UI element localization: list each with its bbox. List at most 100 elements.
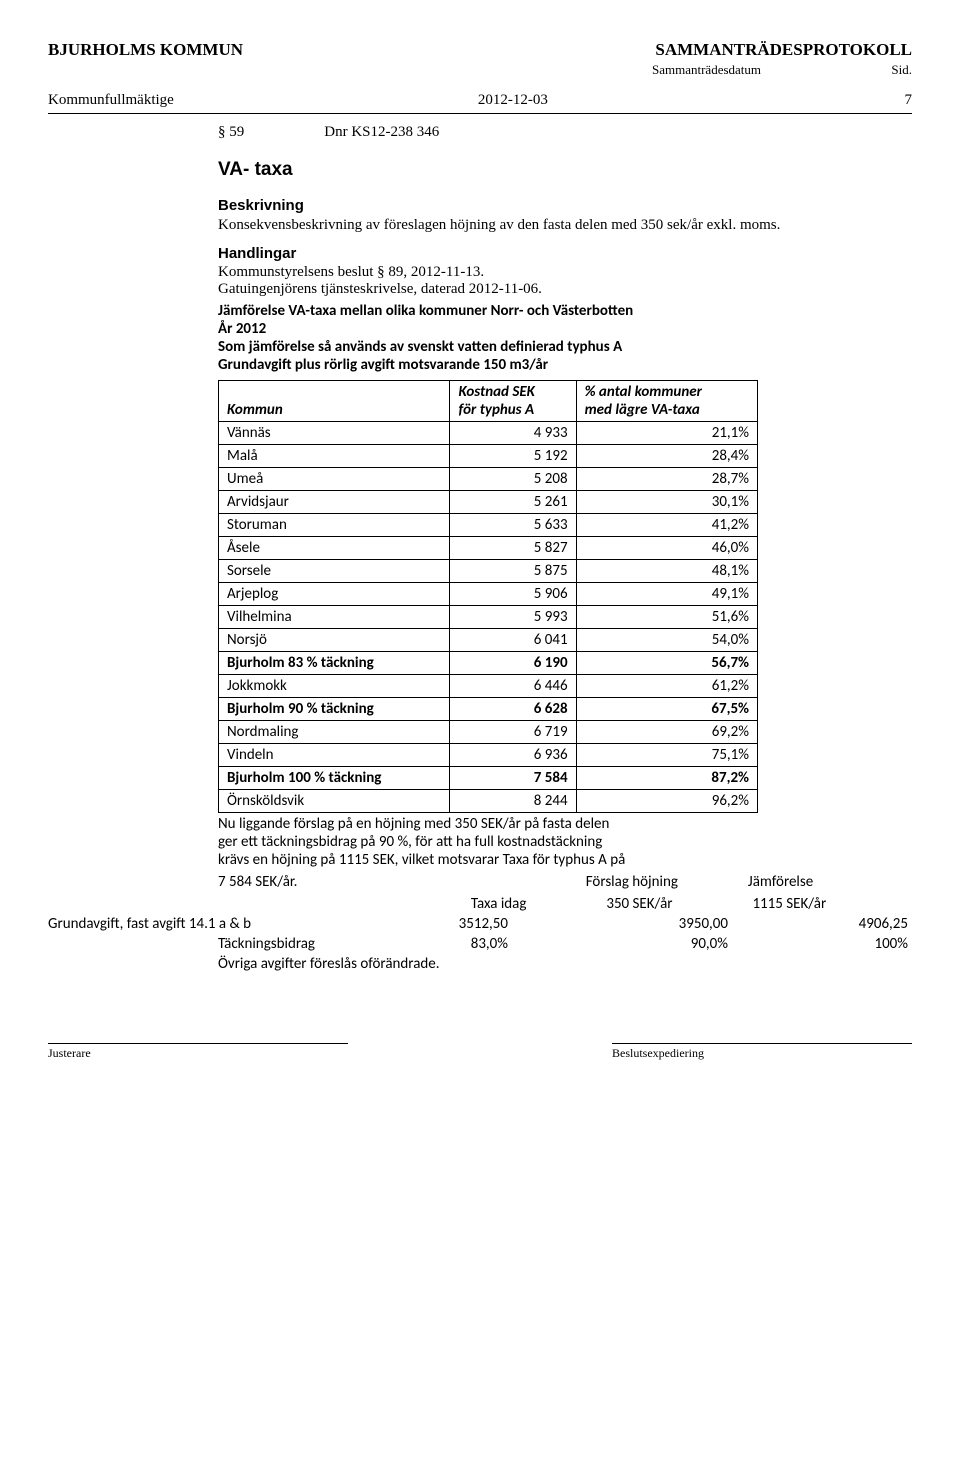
after-l4c: Jämförelse (748, 873, 912, 891)
table-row: Vindeln6 93675,1% (219, 743, 758, 766)
after-l4a: 7 584 SEK/år. (218, 873, 536, 891)
cell-kostnad: 5 906 (450, 582, 576, 605)
cell-kommun: Bjurholm 100 % täckning (219, 766, 450, 789)
page-header: BJURHOLMS KOMMUN SAMMANTRÄDESPROTOKOLL (48, 40, 912, 60)
cell-percent: 56,7% (576, 651, 757, 674)
cell-kommun: Jokkmokk (219, 674, 450, 697)
table-row: Norsjö6 04154,0% (219, 628, 758, 651)
cell-percent: 87,2% (576, 766, 757, 789)
cell-percent: 48,1% (576, 559, 757, 582)
compare-h1: Jämförelse VA-taxa mellan olika kommuner… (218, 302, 912, 320)
cell-kostnad: 5 261 (450, 490, 576, 513)
cell-kostnad: 7 584 (450, 766, 576, 789)
table-row: Bjurholm 83 % täckning6 19056,7% (219, 651, 758, 674)
cell-percent: 67,5% (576, 697, 757, 720)
cell-kommun: Norsjö (219, 628, 450, 651)
cell-percent: 49,1% (576, 582, 757, 605)
cell-kommun: Vilhelmina (219, 605, 450, 628)
after-l2: ger ett täckningsbidrag på 90 %, för att… (218, 833, 912, 851)
after-l5b: 350 SEK/år (546, 895, 752, 913)
page-number: 7 (852, 92, 912, 109)
table-row: Örnsköldsvik8 24496,2% (219, 789, 758, 812)
tackningsbidrag-row: Täckningsbidrag 83,0% 90,0% 100% (218, 935, 912, 953)
cell-percent: 46,0% (576, 536, 757, 559)
proposal-header-row: 7 584 SEK/år. Förslag höjning Jämförelse (218, 873, 912, 891)
table-row: Arjeplog5 90649,1% (219, 582, 758, 605)
header-sub-mid: Sammanträdesdatum (652, 62, 852, 78)
cell-percent: 30,1% (576, 490, 757, 513)
compare-h3: Som jämförelse så används av svenskt vat… (218, 338, 912, 356)
table-row: Umeå5 20828,7% (219, 467, 758, 490)
cell-kommun: Nordmaling (219, 720, 450, 743)
cell-percent: 41,2% (576, 513, 757, 536)
cell-kostnad: 5 993 (450, 605, 576, 628)
table-row: Nordmaling6 71969,2% (219, 720, 758, 743)
table-row: Vilhelmina5 99351,6% (219, 605, 758, 628)
after-l5c: 1115 SEK/år (752, 895, 912, 913)
table-row: Åsele5 82746,0% (219, 536, 758, 559)
table-row: Malå5 19228,4% (219, 444, 758, 467)
table-row: Sorsele5 87548,1% (219, 559, 758, 582)
table-row: Arvidsjaur5 26130,1% (219, 490, 758, 513)
grundavgift-row: Grundavgift, fast avgift 14.1 a & b 3512… (48, 915, 912, 933)
grund-v1: 3512,50 (328, 915, 548, 933)
cell-percent: 61,2% (576, 674, 757, 697)
cell-kostnad: 4 933 (450, 421, 576, 444)
table-row: Storuman5 63341,2% (219, 513, 758, 536)
dnr-row: § 59 Dnr KS12-238 346 (218, 124, 912, 141)
cell-kommun: Vindeln (219, 743, 450, 766)
cell-kommun: Vännäs (219, 421, 450, 444)
after-l5a: Taxa idag (405, 895, 546, 913)
cell-percent: 28,4% (576, 444, 757, 467)
cell-percent: 54,0% (576, 628, 757, 651)
after-l1: Nu liggande förslag på en höjning med 35… (218, 815, 912, 833)
handlingar-line2: Gatuingenjörens tjänsteskrivelse, datera… (218, 281, 912, 298)
col-percent: % antal kommuner med lägre VA-taxa (576, 380, 757, 421)
beskrivning-text: Konsekvensbeskrivning av föreslagen höjn… (218, 216, 912, 235)
handlingar-head: Handlingar (218, 245, 912, 262)
beskrivning-head: Beskrivning (218, 197, 912, 214)
cell-kommun: Arjeplog (219, 582, 450, 605)
header-sub-left (48, 62, 652, 78)
cell-kommun: Sorsele (219, 559, 450, 582)
grund-v3: 4906,25 (768, 915, 908, 933)
cell-kommun: Åsele (219, 536, 450, 559)
tack-label: Täckningsbidrag (218, 935, 328, 953)
cell-kommun: Örnsköldsvik (219, 789, 450, 812)
tack-v2: 90,0% (548, 935, 768, 953)
cell-percent: 96,2% (576, 789, 757, 812)
doc-type: SAMMANTRÄDESPROTOKOLL (655, 40, 912, 60)
header-sub-right: Sid. (852, 62, 912, 78)
handlingar-line1: Kommunstyrelsens beslut § 89, 2012-11-13… (218, 264, 912, 281)
meeting-body: Kommunfullmäktige (48, 92, 174, 109)
cell-percent: 51,6% (576, 605, 757, 628)
after-l4b: Förslag höjning (536, 873, 748, 891)
grund-label: Grundavgift, fast avgift 14.1 a & b (48, 915, 328, 933)
page-header-sub: Sammanträdesdatum Sid. (48, 62, 912, 78)
page-footer: Justerare Beslutsexpediering (48, 1043, 912, 1061)
table-row: Vännäs4 93321,1% (219, 421, 758, 444)
col-kommun: Kommun (219, 380, 450, 421)
table-row: Bjurholm 90 % täckning6 62867,5% (219, 697, 758, 720)
ovriga-text: Övriga avgifter föreslås oförändrade. (218, 955, 912, 973)
cell-percent: 21,1% (576, 421, 757, 444)
cell-kostnad: 6 936 (450, 743, 576, 766)
section-number: § 59 (218, 124, 244, 141)
justerare-label: Justerare (48, 1043, 348, 1061)
grund-v2: 3950,00 (548, 915, 768, 933)
table-row: Bjurholm 100 % täckning7 58487,2% (219, 766, 758, 789)
beslutsexpediering-label: Beslutsexpediering (612, 1043, 912, 1061)
cell-kostnad: 6 628 (450, 697, 576, 720)
cell-kostnad: 6 190 (450, 651, 576, 674)
cell-kommun: Umeå (219, 467, 450, 490)
tack-v3: 100% (768, 935, 908, 953)
meta-row: Kommunfullmäktige 2012-12-03 7 (48, 92, 912, 114)
cell-percent: 28,7% (576, 467, 757, 490)
compare-h2: År 2012 (218, 320, 912, 338)
cell-percent: 69,2% (576, 720, 757, 743)
cell-kommun: Bjurholm 90 % täckning (219, 697, 450, 720)
cell-kostnad: 5 208 (450, 467, 576, 490)
table-row: Jokkmokk6 44661,2% (219, 674, 758, 697)
cell-kostnad: 6 446 (450, 674, 576, 697)
cell-kommun: Storuman (219, 513, 450, 536)
